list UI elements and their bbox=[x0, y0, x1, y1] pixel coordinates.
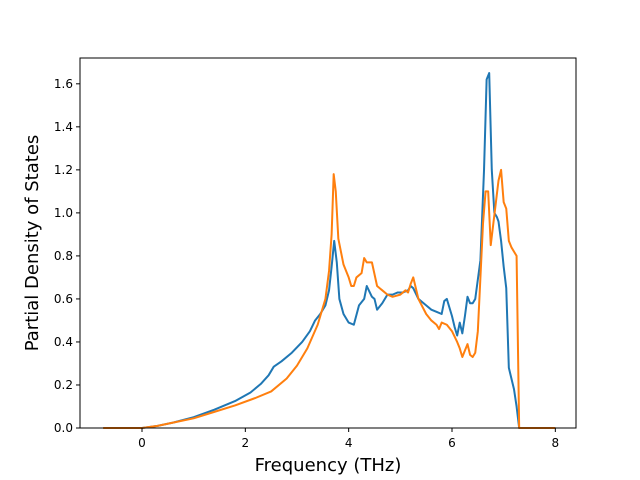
y-tick-label: 0.8 bbox=[54, 249, 73, 263]
x-tick-label: 4 bbox=[345, 436, 353, 450]
y-tick-label: 1.4 bbox=[54, 120, 73, 134]
series-line-2 bbox=[103, 168, 556, 429]
y-axis-label: Partial Density of States bbox=[22, 135, 43, 352]
x-tick-label: 8 bbox=[552, 436, 560, 450]
x-axis-ticks: 0 2 4 6 8 bbox=[138, 428, 559, 450]
x-tick-label: 0 bbox=[138, 436, 146, 450]
y-tick-label: 0.6 bbox=[54, 292, 73, 306]
y-tick-label: 1.2 bbox=[54, 163, 73, 177]
y-axis-ticks: 0.0 0.2 0.4 0.6 0.8 1.0 1.2 1.4 1.6 bbox=[54, 77, 80, 435]
y-tick-label: 0.4 bbox=[54, 335, 73, 349]
y-tick-label: 1.6 bbox=[54, 77, 73, 91]
series-line-1 bbox=[103, 72, 556, 429]
y-tick-label: 0.0 bbox=[54, 421, 73, 435]
x-axis-label: Frequency (THz) bbox=[255, 455, 402, 476]
x-tick-label: 2 bbox=[242, 436, 250, 450]
y-tick-label: 1.0 bbox=[54, 206, 73, 220]
y-tick-label: 0.2 bbox=[54, 378, 73, 392]
plot-frame bbox=[79, 57, 577, 429]
x-tick-label: 6 bbox=[448, 436, 456, 450]
series-layer bbox=[103, 72, 556, 429]
